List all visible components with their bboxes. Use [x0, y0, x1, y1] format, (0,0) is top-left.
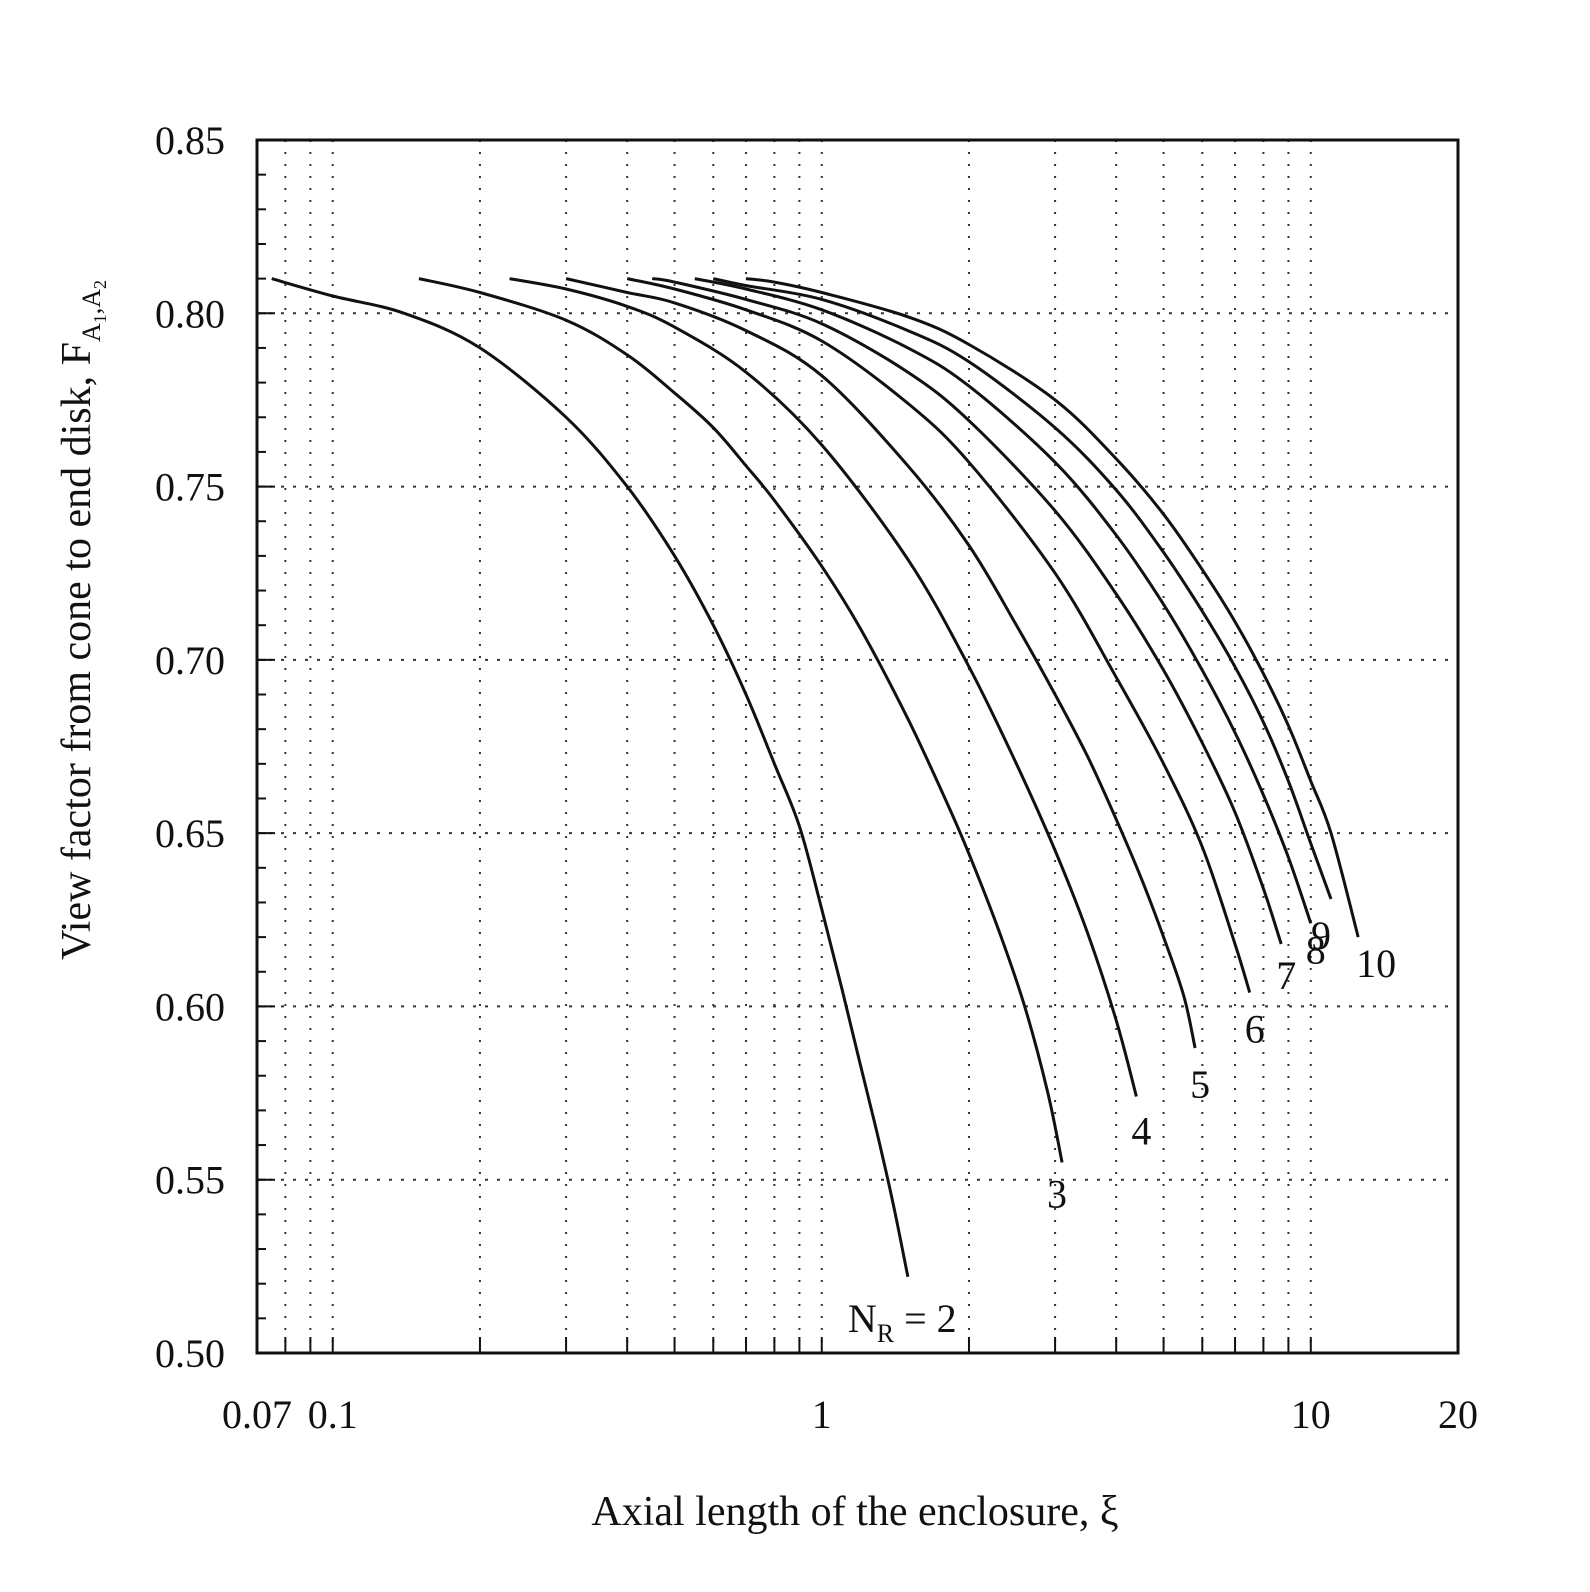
- series-label-4: 4: [1131, 1109, 1151, 1154]
- x-tick-label: 10: [1291, 1392, 1331, 1437]
- y-tick-labels: 0.50 0.55 0.60 0.65 0.70 0.75 0.80 0.85: [155, 118, 225, 1376]
- y-tick-label: 0.80: [155, 291, 225, 336]
- x-tick-label: 1: [812, 1392, 832, 1437]
- y-tick-label: 0.60: [155, 984, 225, 1029]
- series-line-5: [565, 277, 1197, 1049]
- series-line-9: [712, 277, 1333, 900]
- series-label-6: 6: [1245, 1007, 1265, 1052]
- series-label-8: 8: [1306, 927, 1326, 972]
- y-tick-label: 0.85: [155, 118, 225, 163]
- x-tick-label: 0.1: [308, 1392, 358, 1437]
- y-axis-label-sep: ,: [77, 308, 106, 315]
- x-tick-label: 20: [1438, 1392, 1478, 1437]
- series-label-10: 10: [1356, 941, 1396, 986]
- series-label-9: 9: [1311, 913, 1331, 958]
- series-line-2: [271, 277, 910, 1278]
- y-axis-label-main: View factor from cone to end disk, F: [54, 342, 100, 960]
- series-label-5: 5: [1190, 1062, 1210, 1107]
- x-tick-label: 0.07: [222, 1392, 292, 1437]
- series-label-2: NR = 2: [848, 1296, 957, 1348]
- series-line-6: [626, 277, 1252, 994]
- y-tick-label: 0.75: [155, 465, 225, 510]
- y-axis-label-sub2: A: [77, 289, 106, 308]
- series-line-4: [509, 277, 1138, 1097]
- series-label-7: 7: [1276, 953, 1296, 998]
- y-tick-label: 0.55: [155, 1158, 225, 1203]
- series-label-3: 3: [1047, 1171, 1067, 1216]
- y-tick-label: 0.65: [155, 811, 225, 856]
- series-line-7: [651, 277, 1283, 945]
- x-axis-label: Axial length of the enclosure, ξ: [591, 1489, 1118, 1535]
- x-tick-labels: 0.07 0.1 1 10 20: [222, 1392, 1478, 1437]
- y-tick-label: 0.50: [155, 1331, 225, 1376]
- plot-frame: [255, 138, 1460, 1355]
- series-line-3: [418, 277, 1064, 1163]
- series-line-10: [745, 277, 1360, 938]
- y-axis-label: View factor from cone to end disk, FA1,A…: [54, 280, 110, 960]
- y-tick-label: 0.70: [155, 638, 225, 683]
- y-axis-label-sub1-index: 1: [90, 314, 110, 323]
- series-line-8: [694, 277, 1313, 924]
- series-group: [271, 277, 1360, 1278]
- y-axis-label-sub2-index: 2: [90, 280, 110, 289]
- y-axis-label-sub1: A: [77, 323, 106, 342]
